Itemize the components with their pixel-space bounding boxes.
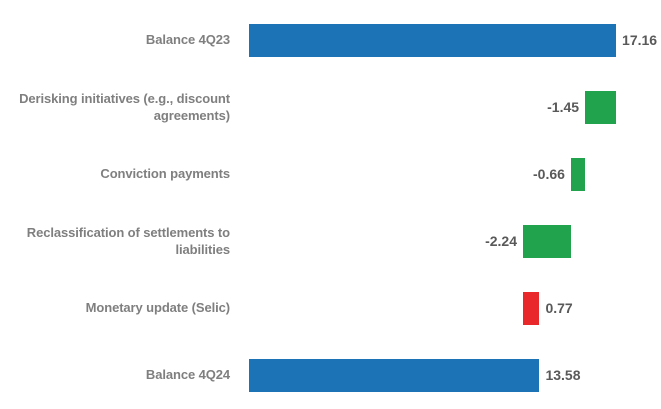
value-label-balance-4q23: 17.16 — [622, 32, 658, 48]
category-label-monetary-update-selic: Monetary update (Selic) — [86, 292, 230, 325]
bar-balance-4q24 — [249, 359, 540, 392]
bar-monetary-update-selic — [523, 292, 540, 325]
category-label-line: Conviction payments — [100, 166, 230, 182]
value-label-reclassification-of-settlements-to-liabilities: -2.24 — [485, 233, 518, 249]
category-label-balance-4q24: Balance 4Q24 — [146, 359, 230, 392]
category-label-line: Derisking initiatives (e.g., discount — [19, 91, 230, 106]
bar-reclassification-of-settlements-to-liabilities — [523, 225, 571, 258]
category-label-reclassification-of-settlements-to-liabilities: Reclassification of settlements to liabil… — [27, 225, 230, 258]
category-label-line: liabilities — [175, 241, 230, 257]
value-label-derisking-initiatives: -1.45 — [547, 99, 580, 115]
category-label-line: Reclassification of settlements to — [26, 225, 230, 240]
category-label-line: Monetary update (Selic) — [85, 300, 230, 316]
category-label-line: Balance 4Q24 — [145, 367, 230, 383]
bar-balance-4q23 — [249, 24, 617, 57]
category-label-line: Balance 4Q23 — [145, 32, 230, 48]
category-label-conviction-payments: Conviction payments — [100, 158, 230, 191]
bar-conviction-payments — [570, 158, 586, 191]
value-label-balance-4q24: 13.58 — [545, 367, 581, 383]
value-label-conviction-payments: -0.66 — [533, 166, 565, 182]
bar-derisking-initiatives — [585, 91, 617, 124]
category-label-balance-4q23: Balance 4Q23 — [146, 24, 230, 57]
category-label-derisking-initiatives: Derisking initiatives (e.g., discount agr… — [19, 91, 230, 124]
value-label-monetary-update-selic: 0.77 — [545, 300, 573, 316]
category-label-line: agreements) — [153, 107, 230, 123]
